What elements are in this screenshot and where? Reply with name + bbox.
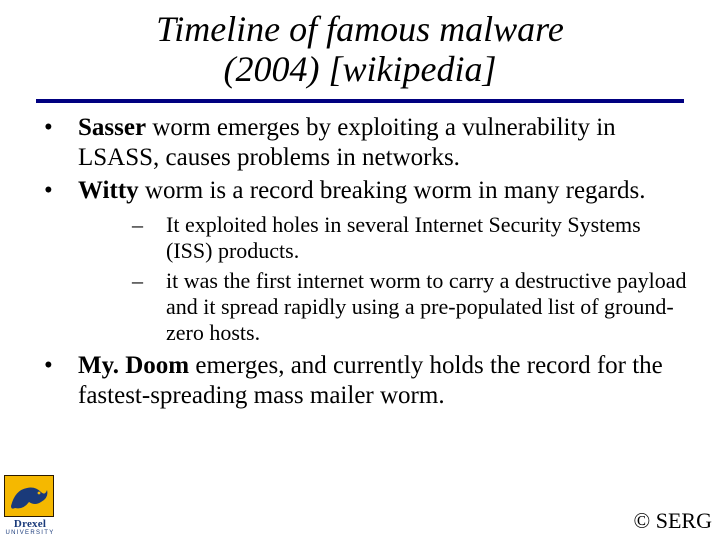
slide: Timeline of famous malware (2004) [wikip… bbox=[0, 0, 720, 540]
title-line-1: Timeline of famous malware bbox=[156, 9, 564, 49]
title-underline bbox=[36, 99, 684, 103]
bullet-list: Sasser worm emerges by exploiting a vuln… bbox=[30, 113, 690, 410]
bullet-bold-lead: My. Doom bbox=[78, 352, 189, 379]
slide-title: Timeline of famous malware (2004) [wikip… bbox=[0, 0, 720, 95]
sub-bullet-text: it was the first internet worm to carry … bbox=[166, 268, 687, 345]
sub-bullet-list: It exploited holes in several Internet S… bbox=[78, 212, 690, 346]
logo-name: Drexel bbox=[4, 518, 56, 530]
bullet-bold-lead: Sasser bbox=[78, 114, 146, 141]
slide-body: Sasser worm emerges by exploiting a vuln… bbox=[0, 113, 720, 410]
sub-bullet-text: It exploited holes in several Internet S… bbox=[166, 212, 641, 263]
dragon-icon bbox=[5, 476, 53, 516]
bullet-text: worm is a record breaking worm in many r… bbox=[139, 177, 646, 204]
title-line-2: (2004) [wikipedia] bbox=[224, 49, 497, 89]
sub-bullet-item: It exploited holes in several Internet S… bbox=[118, 212, 690, 264]
bullet-text: worm emerges by exploiting a vulnerabili… bbox=[78, 114, 616, 171]
bullet-bold-lead: Witty bbox=[78, 177, 139, 204]
logo-subtitle: UNIVERSITY bbox=[4, 530, 56, 536]
bullet-item: Witty worm is a record breaking worm in … bbox=[30, 176, 690, 345]
bullet-item: My. Doom emerges, and currently holds th… bbox=[30, 351, 690, 410]
bullet-item: Sasser worm emerges by exploiting a vuln… bbox=[30, 113, 690, 172]
sub-bullet-item: it was the first internet worm to carry … bbox=[118, 268, 690, 346]
drexel-logo-icon bbox=[4, 475, 54, 517]
drexel-logo: Drexel UNIVERSITY bbox=[4, 475, 56, 536]
copyright-text: © SERG bbox=[634, 508, 712, 534]
